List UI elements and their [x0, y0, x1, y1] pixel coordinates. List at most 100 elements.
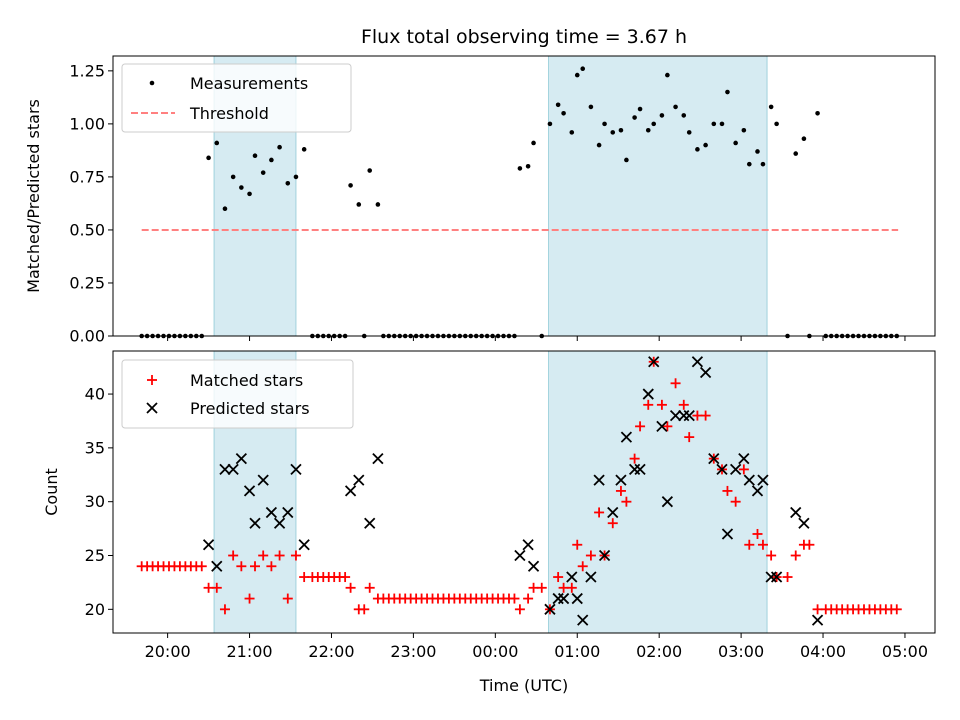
predicted-star-point	[730, 463, 742, 476]
predicted-star-point	[593, 474, 605, 486]
predicted-star-point	[527, 560, 540, 572]
measurement-point	[659, 113, 665, 118]
predicted-star-point	[571, 592, 583, 605]
matched-star-point	[250, 561, 261, 572]
matched-star-point	[359, 604, 370, 615]
measurement-point	[733, 140, 738, 146]
predicted-star-point	[235, 452, 247, 465]
measurement-point	[632, 115, 637, 120]
matched-star-point	[738, 464, 749, 475]
predicted-star-point	[585, 571, 597, 583]
predicted-star-point	[364, 517, 376, 529]
predicted-star-point	[790, 506, 802, 519]
matched-star-point	[572, 539, 583, 550]
y-tick-label: 0.75	[69, 167, 105, 186]
x-tick-label: 22:00	[308, 642, 354, 661]
measurement-point	[703, 142, 708, 148]
matched-star-point	[629, 453, 640, 464]
predicted-star-point	[648, 356, 660, 368]
y-tick-label: 20	[85, 600, 105, 619]
count-panel: 20 25 30 35 40 20:00 21:00 22:00 23:00 00:00 01:0…	[42, 350, 936, 695]
predicted-stars-points	[202, 356, 824, 626]
matched-star-point	[656, 399, 667, 410]
measurement-point	[525, 164, 531, 169]
count-y-axis-label: Count	[42, 468, 61, 516]
measurement-point	[547, 121, 553, 127]
ratio-legend: Measurements Threshold	[121, 63, 352, 133]
measurement-point	[574, 72, 580, 78]
predicted-star-point	[298, 539, 310, 551]
x-tick-label: 04:00	[800, 642, 846, 661]
predicted-star-point	[811, 614, 824, 626]
x-tick-label: 23:00	[390, 642, 436, 661]
predicted-star-point	[699, 366, 712, 379]
y-tick-label: 30	[85, 492, 105, 511]
matched-star-point	[621, 496, 632, 507]
predicted-star-point	[243, 485, 256, 497]
matched-star-point	[643, 399, 654, 410]
predicted-star-point	[211, 560, 223, 572]
measurement-point	[801, 136, 807, 142]
measurement-point	[624, 157, 629, 163]
measurement-point	[269, 157, 274, 163]
matched-star-point	[244, 593, 255, 604]
predicted-star-point	[770, 571, 783, 583]
measurement-point	[774, 121, 779, 127]
matched-star-point	[722, 485, 733, 496]
predicted-star-point	[544, 603, 556, 615]
predicted-star-point	[249, 517, 261, 529]
matched-star-point	[607, 518, 618, 529]
matched-star-point	[553, 572, 564, 583]
ratio-panel-frame	[112, 55, 936, 337]
predicted-star-point	[708, 452, 720, 465]
ratio-y-axis-label: Matched/Predicted stars	[24, 99, 43, 293]
matched-star-point	[228, 550, 239, 561]
measurement-point	[673, 104, 678, 110]
ratio-x-ticks	[167, 336, 906, 341]
predicted-star-point	[721, 528, 734, 540]
predicted-star-point	[353, 474, 365, 486]
count-legend-box	[121, 359, 354, 429]
measurement-point	[746, 161, 752, 167]
predicted-star-point	[514, 549, 526, 562]
predicted-star-point	[290, 463, 302, 476]
observing-window-2	[548, 350, 768, 634]
measurement-point	[239, 185, 244, 190]
predicted-star-point	[691, 356, 704, 368]
matched-star-point	[730, 496, 741, 507]
matched-star-point	[585, 550, 596, 561]
measurement-point	[285, 180, 291, 186]
measurement-point	[206, 155, 211, 161]
predicted-star-point	[273, 517, 286, 529]
count-panel-frame	[112, 350, 936, 634]
predicted-star-point	[738, 452, 750, 465]
predicted-star-point	[202, 539, 215, 551]
matched-star-point	[757, 539, 768, 550]
predicted-star-point	[620, 431, 633, 443]
x-tick-label: 02:00	[636, 642, 682, 661]
measurement-point	[247, 191, 252, 197]
predicted-star-point	[265, 506, 278, 519]
measurement-point	[230, 174, 236, 180]
matched-star-point	[258, 550, 269, 561]
matched-star-point	[523, 593, 534, 604]
measurement-point	[293, 174, 299, 180]
legend-x-glyph	[146, 402, 158, 414]
matched-star-point	[662, 421, 673, 432]
matched-star-point	[790, 550, 801, 561]
measurement-point	[610, 130, 616, 135]
legend-matched-marker	[147, 375, 157, 385]
count-y-ticks: 20 25 30 35 40	[85, 385, 113, 619]
matched-stars-points	[136, 356, 902, 615]
measurement-point	[260, 170, 266, 175]
measurement-point	[645, 127, 651, 133]
measurement-point	[602, 121, 607, 127]
measurement-point	[695, 147, 700, 152]
matched-star-point	[635, 421, 646, 432]
measurement-point	[815, 110, 820, 116]
matched-star-point	[514, 604, 525, 615]
legend-measurements-label: Measurements	[190, 74, 308, 93]
measurement-point	[348, 183, 353, 188]
predicted-star-point	[344, 485, 357, 497]
